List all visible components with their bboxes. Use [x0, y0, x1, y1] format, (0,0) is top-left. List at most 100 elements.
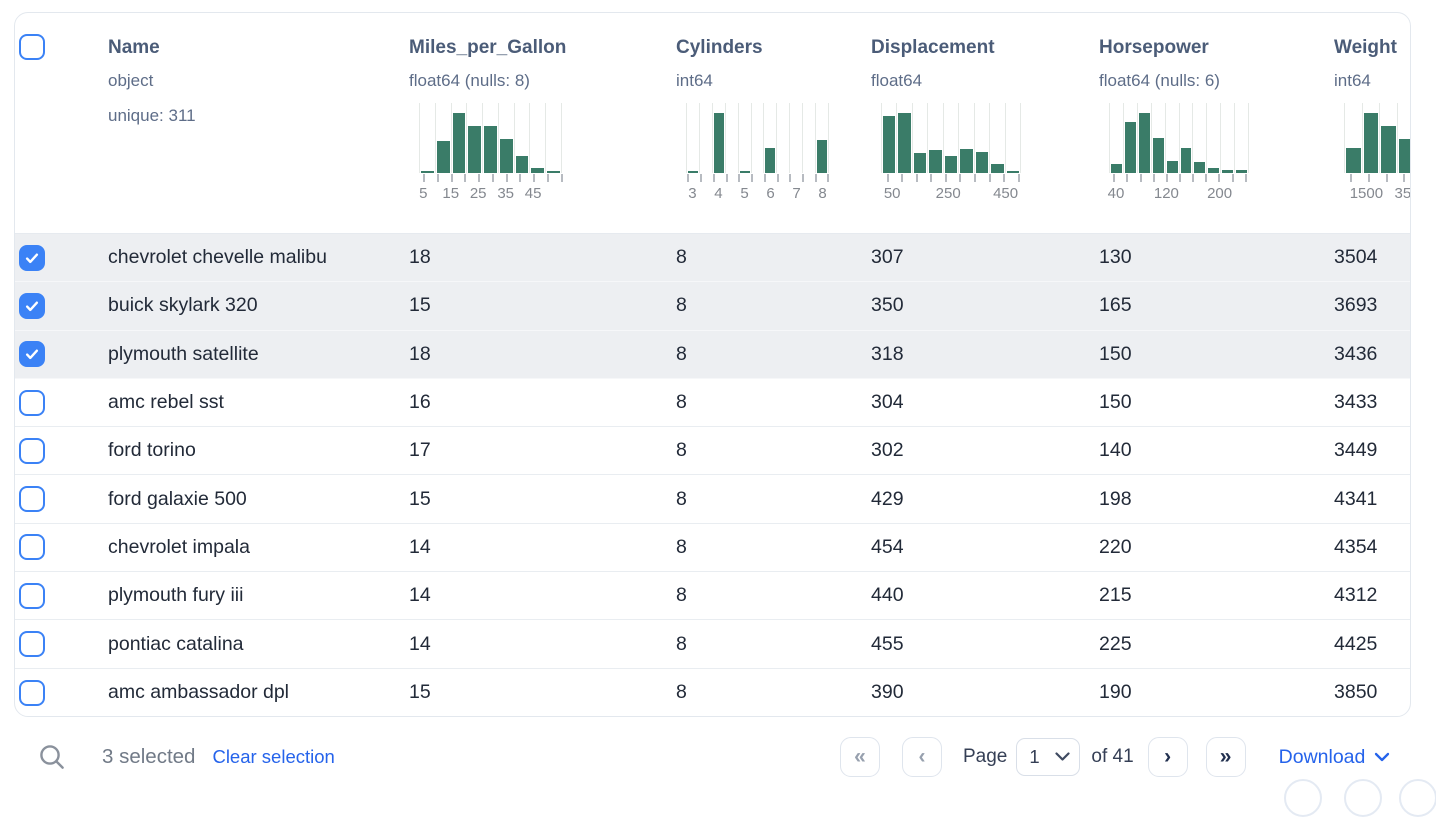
cell-miles-per-gallon: 14 — [409, 535, 431, 558]
cell-displacement: 455 — [871, 632, 904, 655]
histogram-bin — [1220, 103, 1234, 173]
axis-tick — [751, 174, 754, 182]
histogram-bin — [466, 103, 482, 173]
floating-button-3[interactable] — [1399, 779, 1436, 817]
column-title: Displacement — [871, 37, 995, 58]
footer: 3 selected Clear selection « ‹ Page 1 of… — [0, 735, 1436, 785]
cell-miles-per-gallon: 18 — [409, 246, 431, 269]
column-header-cylinders[interactable]: Cylinders int64 3 4 5 6 7 8 — [672, 34, 867, 203]
histogram-bar — [1180, 148, 1192, 173]
cell-name: buick skylark 320 — [108, 294, 258, 317]
cell-displacement: 318 — [871, 342, 904, 365]
histogram-bin — [1344, 103, 1362, 173]
row-checkbox-cell — [15, 679, 104, 706]
clear-selection-link[interactable]: Clear selection — [212, 746, 335, 767]
table-row[interactable]: amc ambassador dpl 15 8 390 190 3850 — [15, 669, 1410, 716]
histogram-tick-labels: 1500 3500 — [1344, 185, 1410, 203]
table-header: Name object unique: 311 Miles_per_Gallon flo… — [15, 13, 1410, 234]
page-select[interactable]: 1 — [1016, 738, 1081, 776]
last-page-button[interactable]: » — [1205, 737, 1246, 777]
axis-tick — [930, 174, 933, 182]
table-row[interactable]: buick skylark 320 15 8 350 165 3693 — [15, 282, 1410, 331]
axis-tick — [725, 174, 728, 182]
column-header-name[interactable]: Name object unique: 311 — [104, 34, 405, 126]
row-checkbox[interactable] — [19, 679, 45, 706]
first-page-button[interactable]: « — [840, 737, 880, 777]
cell-displacement: 302 — [871, 439, 904, 462]
histogram-bin — [1206, 103, 1220, 173]
histogram-bin — [737, 103, 751, 173]
row-checkbox-cell — [15, 437, 104, 464]
table-row[interactable]: chevrolet chevelle malibu 18 8 307 130 3504 — [15, 234, 1410, 283]
column-title: Cylinders — [676, 37, 763, 58]
cell-displacement: 390 — [871, 681, 904, 704]
histogram-bin — [1150, 103, 1165, 173]
axis-tick — [437, 174, 440, 182]
histogram-bin — [1192, 103, 1206, 173]
axis-tick — [988, 174, 991, 182]
row-checkbox[interactable] — [19, 486, 45, 513]
column-title: Weight — [1334, 37, 1397, 58]
table-row[interactable]: ford torino 17 8 302 140 3449 — [15, 427, 1410, 476]
cell-horsepower: 220 — [1099, 535, 1132, 558]
column-header-horsepower[interactable]: Horsepower float64 (nulls: 6) 40 120 200 — [1095, 34, 1330, 203]
column-header-miles-per-gallon[interactable]: Miles_per_Gallon float64 (nulls: 8) 5 15 25 3… — [405, 34, 672, 203]
row-checkbox[interactable] — [19, 631, 45, 658]
histogram-bar — [1111, 164, 1122, 173]
axis-tick-label: 40 — [1107, 185, 1125, 202]
histogram-bin — [1004, 103, 1021, 173]
histogram-bar — [531, 168, 545, 173]
column-type: int64 — [676, 71, 713, 90]
table-row[interactable]: ford galaxie 500 15 8 429 198 4341 — [15, 475, 1410, 524]
cell-miles-per-gallon: 18 — [409, 342, 431, 365]
row-checkbox[interactable] — [19, 534, 45, 561]
footer-left: 3 selected Clear selection — [38, 735, 335, 779]
histogram-bar — [436, 141, 450, 173]
histogram-bin — [434, 103, 451, 173]
table-row[interactable]: plymouth satellite 18 8 318 150 3436 — [15, 330, 1410, 379]
axis-tick — [776, 174, 779, 182]
axis-tick — [505, 174, 508, 182]
chevron-down-icon — [1055, 752, 1070, 761]
axis-tick — [827, 174, 830, 182]
histogram-bar — [1138, 113, 1150, 173]
column-header-displacement[interactable]: Displacement float64 50 250 450 — [867, 34, 1095, 203]
floating-button-1[interactable] — [1284, 779, 1322, 817]
download-button[interactable]: Download — [1279, 746, 1391, 769]
axis-tick — [1231, 174, 1234, 182]
cell-displacement: 307 — [871, 246, 904, 269]
select-all-checkbox[interactable] — [19, 34, 45, 60]
row-checkbox[interactable] — [19, 341, 45, 368]
row-checkbox[interactable] — [19, 292, 45, 319]
cell-cylinders: 8 — [676, 391, 687, 414]
histogram-bar — [765, 148, 776, 173]
axis-tick-label: 200 — [1207, 185, 1233, 202]
table-row[interactable]: chevrolet impala 14 8 454 220 4354 — [15, 524, 1410, 573]
total-pages-label: of 41 — [1091, 746, 1134, 767]
histogram-bar — [515, 156, 529, 173]
histogram-bar — [1006, 171, 1019, 173]
table-row[interactable]: amc rebel sst 16 8 304 150 3433 — [15, 379, 1410, 428]
row-checkbox-cell — [15, 244, 104, 271]
histogram-bar — [883, 116, 896, 173]
search-icon[interactable] — [38, 743, 66, 771]
cell-horsepower: 130 — [1099, 246, 1132, 269]
axis-tick — [801, 174, 804, 182]
histogram-bin — [711, 103, 725, 173]
axis-tick — [546, 174, 549, 182]
row-checkbox[interactable] — [19, 389, 45, 416]
histogram-bar — [1346, 148, 1361, 173]
table-row[interactable]: pontiac catalina 14 8 455 225 4425 — [15, 620, 1410, 669]
table-row[interactable]: plymouth fury iii 14 8 440 215 4312 — [15, 572, 1410, 621]
row-checkbox[interactable] — [19, 437, 45, 464]
row-checkbox[interactable] — [19, 582, 45, 609]
next-page-button[interactable]: › — [1147, 737, 1188, 777]
row-checkbox[interactable] — [19, 244, 45, 271]
floating-button-2[interactable] — [1344, 779, 1382, 817]
axis-tick — [789, 174, 792, 182]
column-header-weight[interactable]: Weight int64 1500 3500 — [1330, 34, 1410, 203]
histogram-bar — [975, 152, 989, 173]
prev-page-button[interactable]: ‹ — [902, 737, 942, 777]
cell-cylinders: 8 — [676, 439, 687, 462]
